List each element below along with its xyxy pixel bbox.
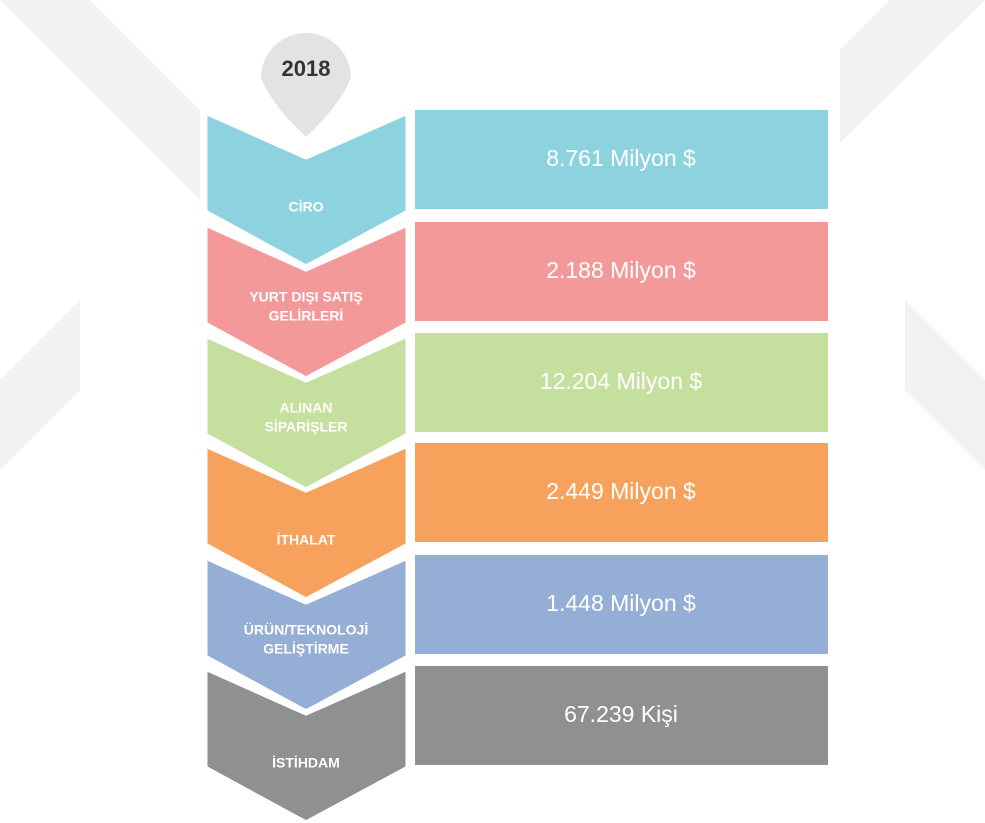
label: SİPARİŞLER bbox=[265, 419, 348, 435]
label: İSTİHDAM bbox=[272, 755, 340, 771]
value-box bbox=[415, 222, 828, 321]
chevron bbox=[202, 664, 411, 823]
label: ÜRÜN/TEKNOLOJİ bbox=[244, 622, 368, 638]
year: 2018 bbox=[282, 56, 331, 81]
rows: 8.761 Milyon $ CİRO 2.188 Milyon $ YURT DIŞ… bbox=[202, 108, 828, 823]
value-box bbox=[415, 666, 828, 765]
label: GELİRLERİ bbox=[269, 308, 344, 324]
value: 2.449 Milyon $ bbox=[546, 478, 696, 504]
value: 1.448 Milyon $ bbox=[546, 590, 696, 616]
label: ALINAN bbox=[280, 400, 333, 416]
chevron bbox=[202, 220, 411, 382]
label: GELİŞTİRME bbox=[263, 641, 349, 657]
label: CİRO bbox=[289, 199, 324, 215]
value-box bbox=[415, 110, 828, 209]
label: YURT DIŞI SATIŞ bbox=[249, 289, 362, 305]
pin bbox=[261, 33, 351, 137]
value-box bbox=[415, 333, 828, 432]
chevron bbox=[202, 331, 411, 493]
value: 8.761 Milyon $ bbox=[546, 145, 696, 171]
value: 67.239 Kişi bbox=[564, 701, 678, 727]
value: 12.204 Milyon $ bbox=[540, 368, 703, 394]
chevron bbox=[202, 441, 411, 603]
chevron bbox=[202, 553, 411, 715]
value-box bbox=[415, 555, 828, 654]
chevron bbox=[202, 108, 411, 270]
value: 2.188 Milyon $ bbox=[546, 257, 696, 283]
value-box bbox=[415, 443, 828, 542]
year-pin: 2018 bbox=[261, 33, 351, 137]
label: İTHALAT bbox=[277, 532, 336, 548]
